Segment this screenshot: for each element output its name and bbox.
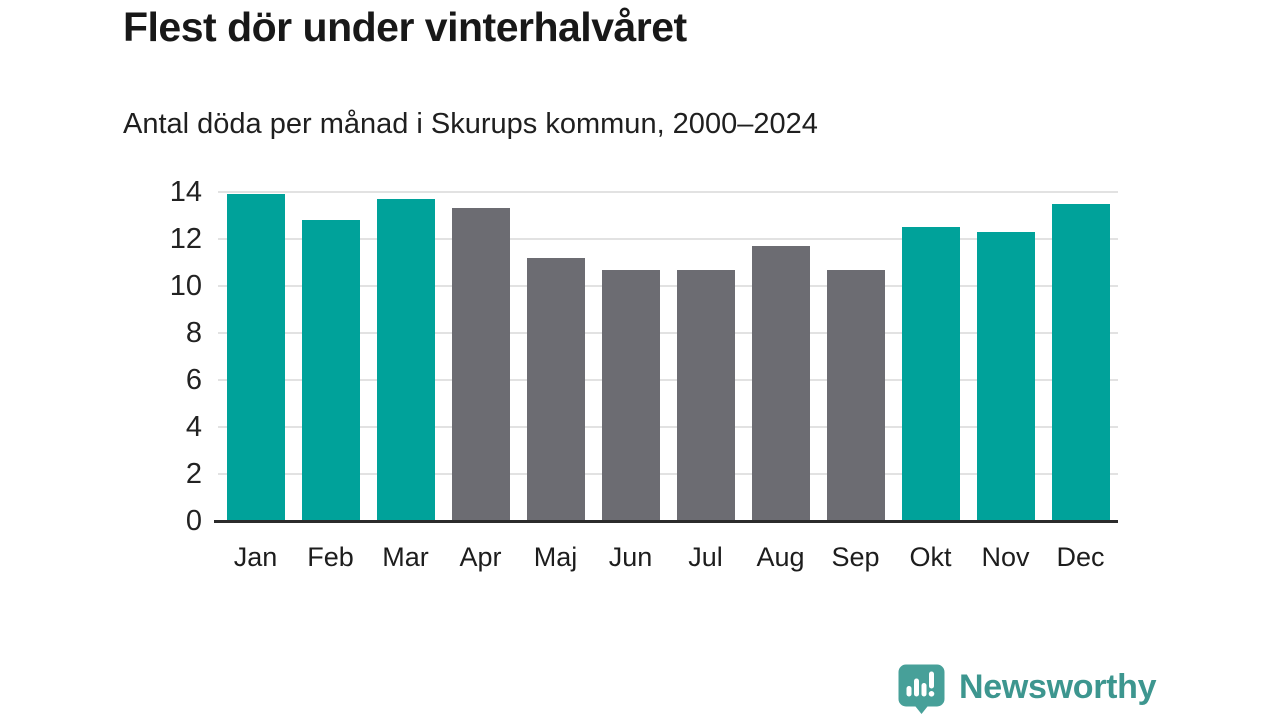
gridline-y-8 [218, 332, 1118, 334]
x-label-aug: Aug [756, 542, 805, 572]
y-tick-label-12: 12 [169, 223, 202, 255]
x-axis-line [214, 520, 1118, 523]
x-label-jan: Jan [233, 542, 278, 572]
x-label-okt: Okt [909, 542, 952, 572]
bar-nov [976, 231, 1035, 521]
bar-mar [376, 199, 435, 521]
chart-title: Flest dör under vinterhalvåret [123, 4, 687, 50]
y-tick-label-4: 4 [185, 411, 202, 443]
gridline-y-4 [218, 426, 1118, 428]
x-label-jul: Jul [688, 542, 723, 572]
x-label-sep: Sep [831, 542, 880, 572]
bar-sep [826, 269, 885, 521]
gridline-y-6 [218, 379, 1118, 381]
y-tick-label-14: 14 [169, 176, 202, 208]
gridline-y-10 [218, 285, 1118, 287]
x-label-apr: Apr [459, 542, 502, 572]
bar-maj [526, 257, 585, 521]
gridline-y-14 [218, 191, 1118, 193]
x-label-dec: Dec [1056, 542, 1105, 572]
y-tick-label-10: 10 [169, 270, 202, 302]
chart-subtitle: Antal döda per månad i Skurups kommun, 2… [123, 108, 818, 140]
x-label-mar: Mar [382, 542, 429, 572]
x-label-maj: Maj [533, 542, 578, 572]
bar-aug [751, 246, 810, 521]
y-tick-label-0: 0 [185, 505, 202, 537]
bar-apr [451, 208, 510, 521]
y-tick-label-8: 8 [185, 317, 202, 349]
gridline-y-2 [218, 473, 1118, 475]
newsworthy-brand: Newsworthy [895, 661, 1157, 714]
x-label-jun: Jun [608, 542, 653, 572]
bar-okt [901, 227, 960, 521]
bar-jan [226, 194, 285, 521]
x-label-nov: Nov [981, 542, 1030, 572]
y-tick-label-6: 6 [185, 364, 202, 396]
gridline-y-12 [218, 238, 1118, 240]
y-tick-label-2: 2 [185, 458, 202, 490]
bar-jul [676, 269, 735, 521]
bar-dec [1051, 203, 1110, 521]
newsworthy-logo-icon [898, 664, 945, 714]
x-label-feb: Feb [307, 542, 354, 572]
bar-feb [301, 220, 360, 521]
bar-jun [601, 269, 660, 521]
newsworthy-logo-text: Newsworthy [959, 668, 1157, 706]
